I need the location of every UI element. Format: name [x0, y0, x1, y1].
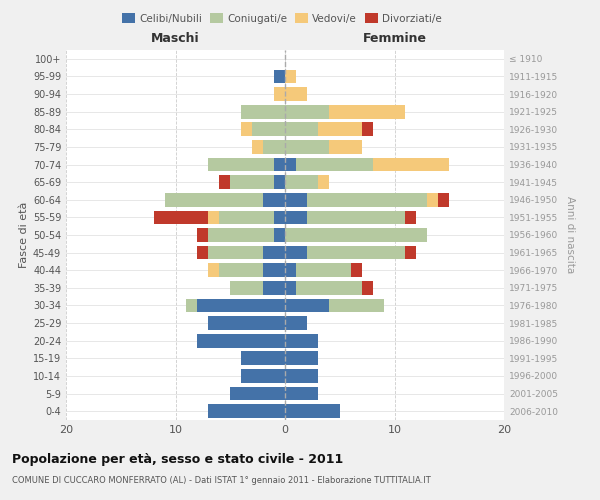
Bar	[285, 281, 296, 294]
Bar	[285, 210, 307, 224]
Legend: Celibi/Nubili, Coniugati/e, Vedovi/e, Divorziati/e: Celibi/Nubili, Coniugati/e, Vedovi/e, Di…	[119, 10, 445, 26]
Bar	[230, 176, 274, 189]
Bar	[274, 210, 285, 224]
Bar	[208, 228, 274, 242]
Bar	[373, 158, 449, 172]
Bar	[241, 122, 252, 136]
Bar	[220, 176, 230, 189]
Bar	[285, 158, 296, 172]
Bar	[208, 246, 263, 260]
Bar	[406, 210, 416, 224]
Bar	[285, 70, 296, 84]
Bar	[285, 404, 340, 418]
Bar	[296, 264, 350, 277]
Bar	[285, 122, 318, 136]
Bar	[274, 70, 285, 84]
Bar	[263, 264, 285, 277]
Bar	[427, 193, 438, 206]
Bar	[274, 176, 285, 189]
Bar	[220, 264, 263, 277]
Bar	[197, 334, 285, 347]
Bar	[241, 105, 285, 118]
Bar	[263, 246, 285, 260]
Bar	[197, 246, 208, 260]
Bar	[296, 158, 373, 172]
Bar	[252, 140, 263, 154]
Bar	[220, 210, 274, 224]
Bar	[263, 281, 285, 294]
Bar	[307, 246, 406, 260]
Bar	[230, 281, 263, 294]
Bar	[285, 87, 307, 101]
Bar	[197, 298, 285, 312]
Bar	[197, 228, 208, 242]
Bar	[296, 281, 362, 294]
Bar	[154, 210, 208, 224]
Bar	[241, 352, 285, 365]
Bar	[285, 386, 318, 400]
Y-axis label: Anni di nascita: Anni di nascita	[565, 196, 575, 274]
Bar	[208, 404, 285, 418]
Bar	[230, 386, 285, 400]
Bar	[362, 281, 373, 294]
Bar	[307, 210, 406, 224]
Bar	[406, 246, 416, 260]
Bar	[208, 316, 285, 330]
Y-axis label: Fasce di età: Fasce di età	[19, 202, 29, 268]
Bar	[362, 122, 373, 136]
Bar	[285, 193, 307, 206]
Bar	[285, 105, 329, 118]
Bar	[329, 298, 383, 312]
Bar	[241, 369, 285, 383]
Text: Popolazione per età, sesso e stato civile - 2011: Popolazione per età, sesso e stato civil…	[12, 452, 343, 466]
Bar	[263, 193, 285, 206]
Text: Maschi: Maschi	[151, 32, 200, 44]
Bar	[329, 140, 362, 154]
Bar	[263, 140, 285, 154]
Text: Femmine: Femmine	[362, 32, 427, 44]
Bar	[285, 246, 307, 260]
Bar	[285, 176, 318, 189]
Bar	[350, 264, 362, 277]
Bar	[285, 228, 427, 242]
Bar	[274, 158, 285, 172]
Bar	[438, 193, 449, 206]
Bar	[285, 369, 318, 383]
Bar	[307, 193, 427, 206]
Bar	[208, 264, 220, 277]
Bar	[285, 298, 329, 312]
Bar	[208, 158, 274, 172]
Bar	[252, 122, 285, 136]
Bar	[285, 316, 307, 330]
Bar	[329, 105, 406, 118]
Bar	[285, 334, 318, 347]
Bar	[274, 228, 285, 242]
Bar	[208, 210, 220, 224]
Bar	[285, 352, 318, 365]
Bar	[164, 193, 263, 206]
Bar	[318, 176, 329, 189]
Bar	[274, 87, 285, 101]
Bar	[285, 264, 296, 277]
Bar	[318, 122, 362, 136]
Bar	[187, 298, 197, 312]
Text: COMUNE DI CUCCARO MONFERRATO (AL) - Dati ISTAT 1° gennaio 2011 - Elaborazione TU: COMUNE DI CUCCARO MONFERRATO (AL) - Dati…	[12, 476, 431, 485]
Bar	[285, 140, 329, 154]
